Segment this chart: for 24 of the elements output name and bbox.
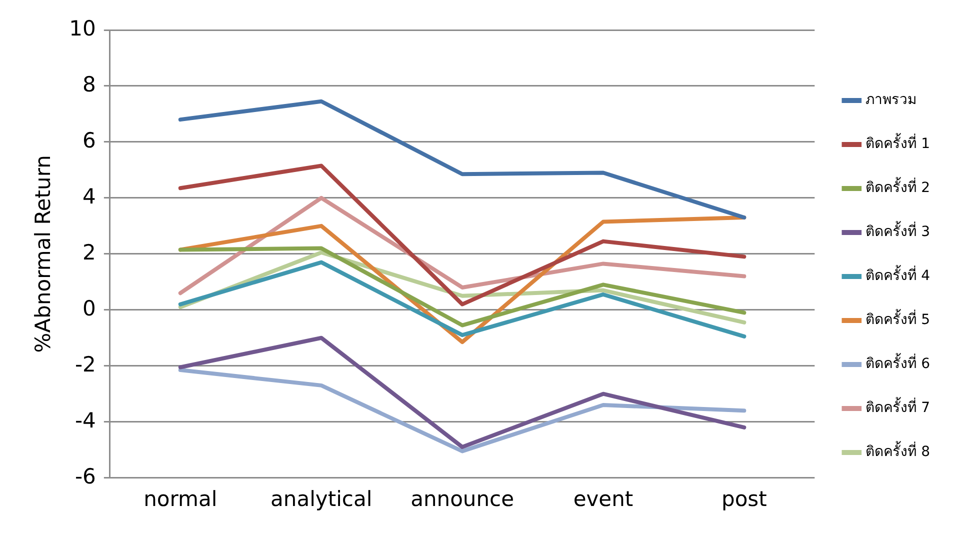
legend-label: ติดครั้งที่ 6 [866, 353, 930, 372]
legend-label: ติดครั้งที่ 2 [866, 177, 930, 196]
y-tick-label: -2 [74, 352, 96, 376]
x-tick-label: analytical [270, 486, 372, 511]
y-tick-label: -4 [74, 408, 96, 432]
legend-label: ติดครั้งที่ 3 [866, 221, 930, 240]
legend-label: ติดครั้งที่ 1 [866, 133, 930, 152]
y-tick-label: -6 [74, 464, 96, 488]
y-axis-title: %Abnormal Return [31, 155, 56, 353]
legend-label: ภาพรวม [866, 92, 917, 108]
y-tick-label: 2 [82, 240, 96, 264]
legend-label: ติดครั้งที่ 8 [866, 441, 930, 460]
x-tick-label: normal [144, 486, 218, 511]
x-tick-label: event [573, 486, 634, 511]
legend-label: ติดครั้งที่ 4 [866, 265, 930, 284]
y-tick-label: 0 [82, 296, 96, 320]
y-tick-label: 10 [69, 16, 96, 40]
y-tick-label: 6 [82, 128, 96, 152]
x-tick-label: post [721, 486, 767, 511]
legend-label: ติดครั้งที่ 5 [866, 309, 930, 328]
y-tick-label: 8 [82, 72, 96, 96]
legend-label: ติดครั้งที่ 7 [866, 397, 930, 416]
y-tick-label: 4 [82, 184, 96, 208]
x-tick-label: announce [410, 486, 514, 511]
